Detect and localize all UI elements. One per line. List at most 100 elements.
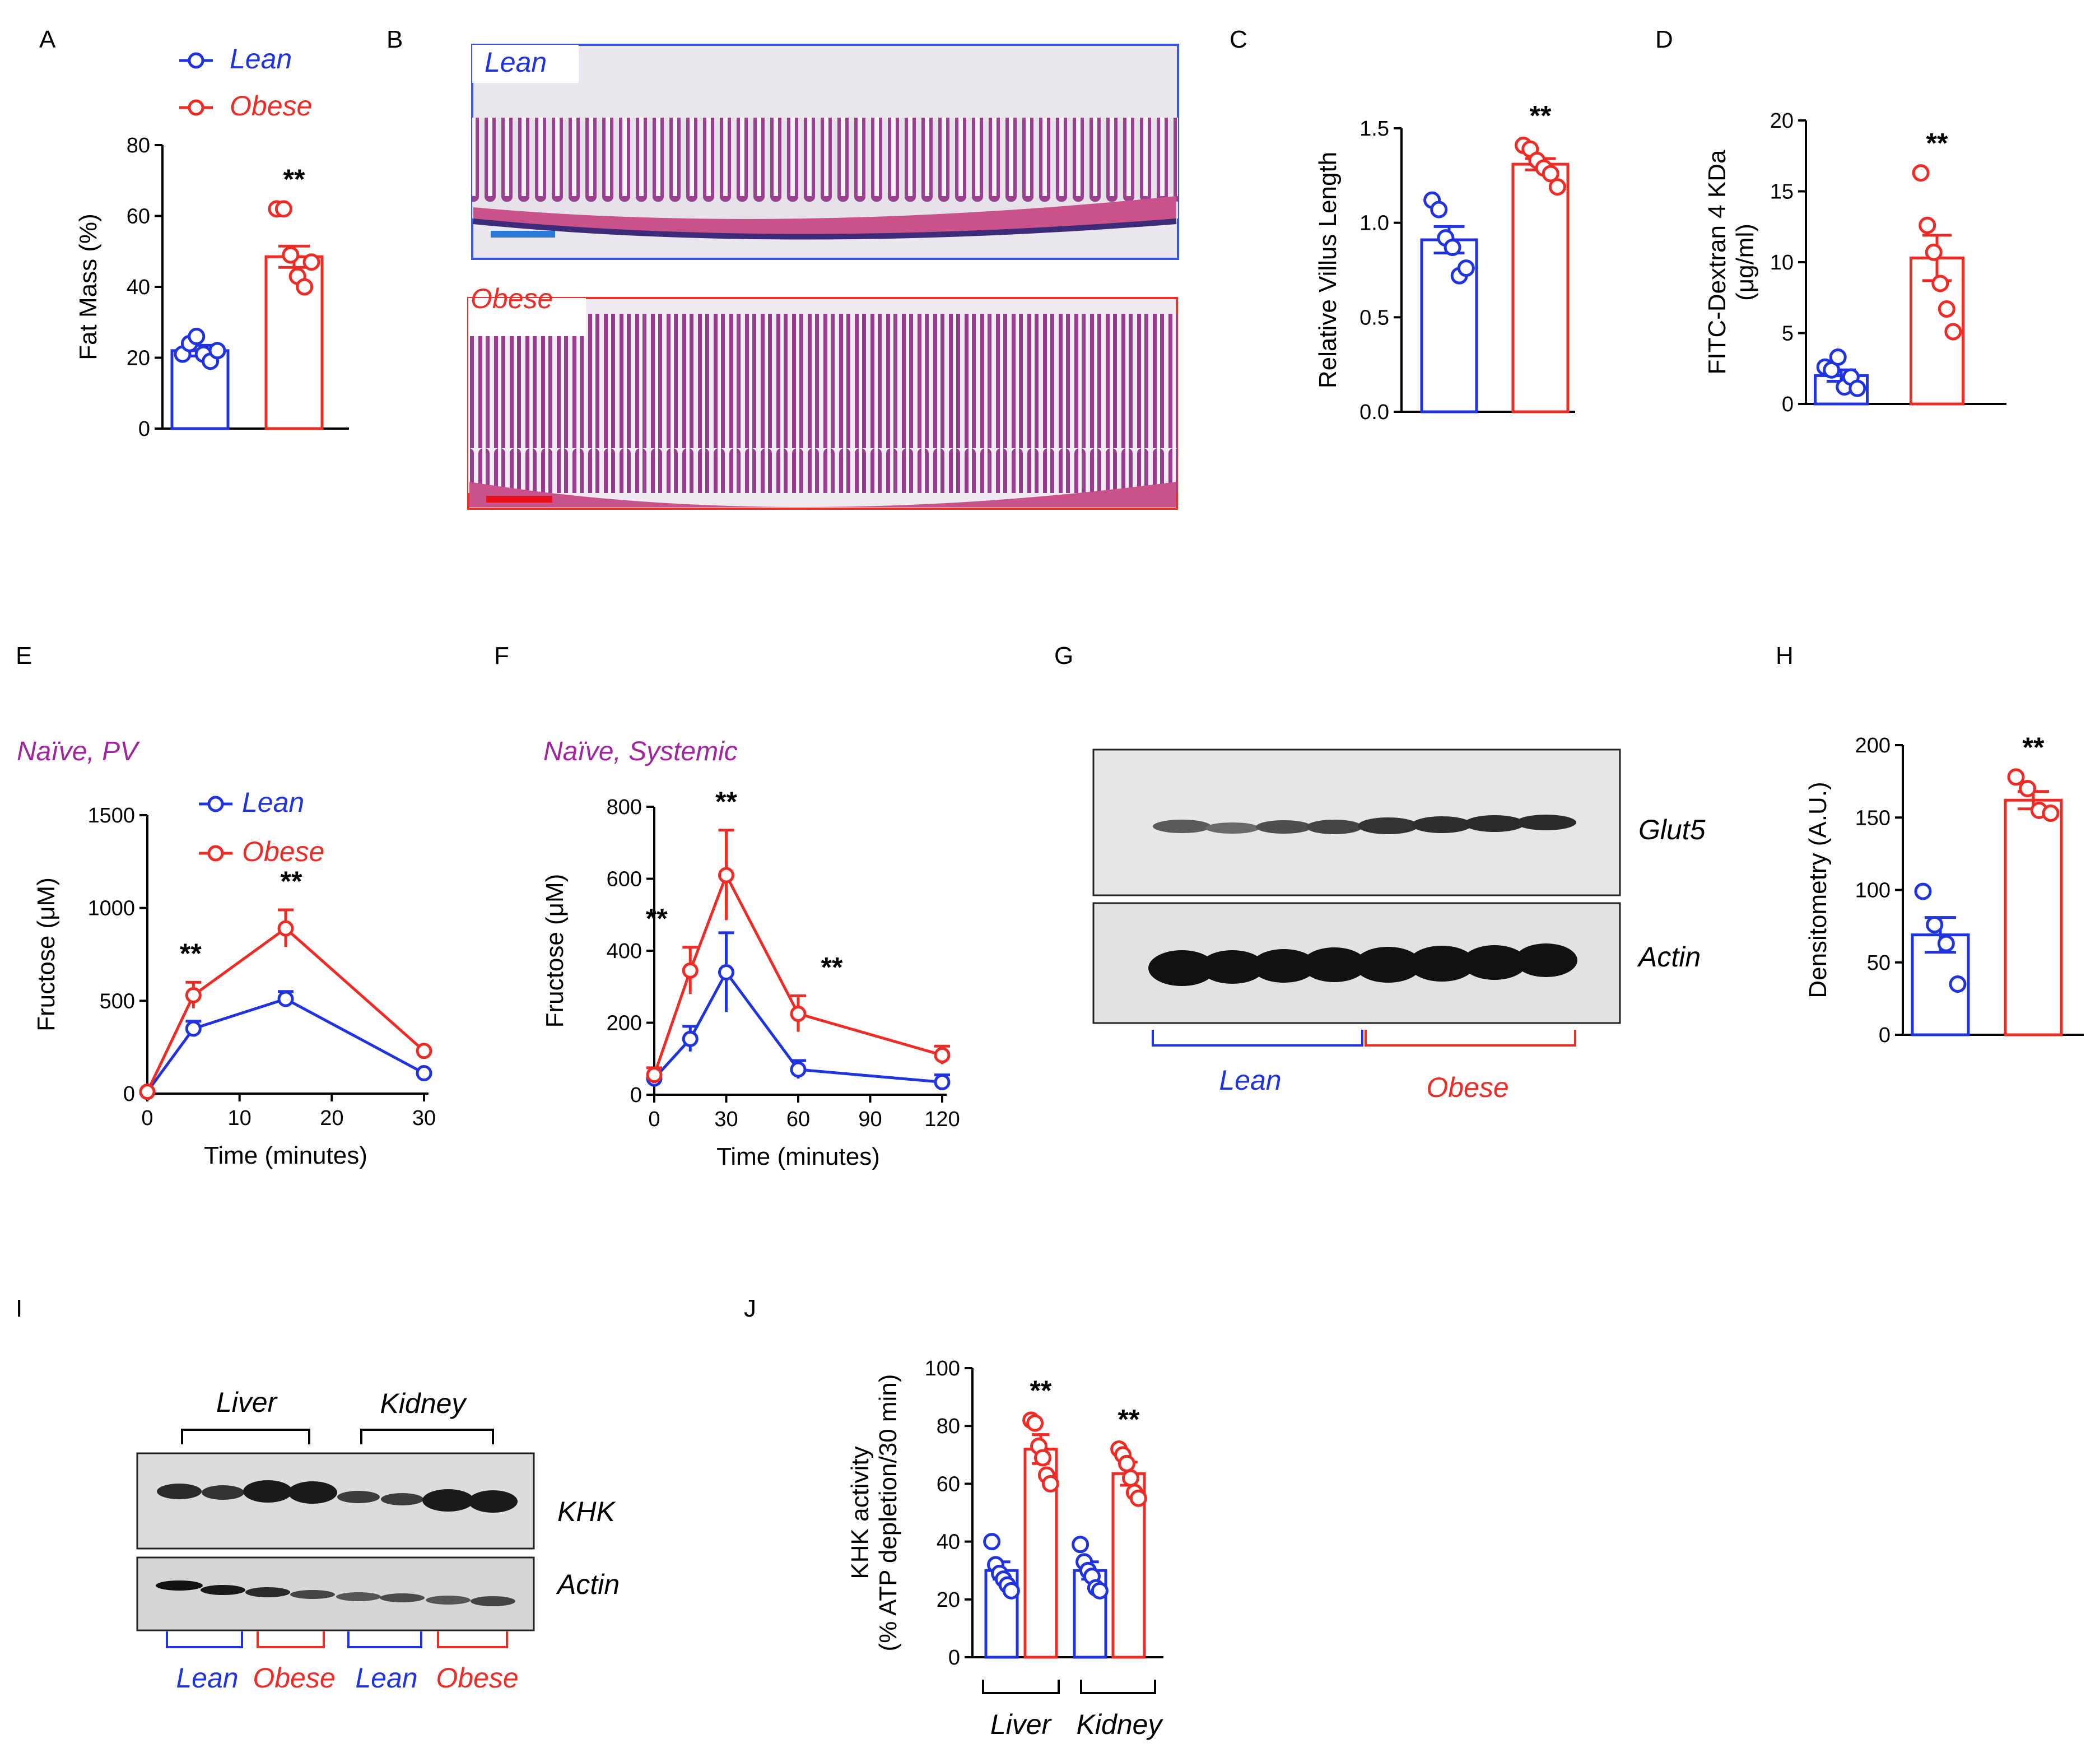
panel-d-label: D xyxy=(1655,26,1673,53)
significance-marker: ** xyxy=(180,938,202,969)
x-tick-label: 90 xyxy=(858,1108,882,1131)
data-point xyxy=(1829,348,1847,366)
y-tick-label: 15 xyxy=(1770,180,1794,204)
bracket-j-liver xyxy=(982,1680,1060,1694)
y-axis-label: Fructose (μM) xyxy=(32,877,60,1031)
bracket-obese xyxy=(1365,1030,1576,1047)
y-tick-label: 80 xyxy=(937,1415,960,1438)
data-point xyxy=(185,987,202,1003)
data-point xyxy=(1919,216,1936,234)
data-point xyxy=(718,867,734,884)
y-tick-label: 50 xyxy=(1867,951,1891,975)
histology-lean-image: Lean xyxy=(471,44,1179,260)
panel-e-label: E xyxy=(16,642,32,670)
data-point xyxy=(682,1030,699,1047)
data-point xyxy=(1914,882,1932,900)
data-point xyxy=(1129,1489,1147,1507)
bar-obese xyxy=(1511,162,1570,413)
data-point xyxy=(1457,259,1475,277)
legend-obese-label: Obese xyxy=(230,90,312,122)
bracket-lean xyxy=(1152,1030,1363,1047)
data-point xyxy=(1931,275,1949,292)
chart-j: 0 20 40 60 80 100 KHK activity (% ATP depletion… xyxy=(846,1357,1163,1670)
y-tick-label: 1.0 xyxy=(1359,212,1389,235)
bracket-i-lean-2 xyxy=(347,1631,422,1648)
significance-marker: ** xyxy=(2023,732,2045,763)
blot-i-band2-label: Actin xyxy=(556,1569,620,1600)
data-point xyxy=(1938,300,1955,318)
significance-marker: ** xyxy=(281,866,302,897)
data-point xyxy=(277,991,294,1007)
bracket-liver xyxy=(181,1429,310,1444)
data-point xyxy=(1072,1536,1089,1554)
y-tick-label: 0.0 xyxy=(1359,401,1389,424)
y-tick-label: 100 xyxy=(1855,879,1891,903)
data-point xyxy=(1444,239,1461,257)
blot-g-band1-label: Glut5 xyxy=(1638,814,1706,845)
histology-lean-label: Lean xyxy=(485,47,547,78)
y-tick-label: 200 xyxy=(607,1012,642,1035)
x-tick-label: 30 xyxy=(412,1107,436,1130)
significance-marker: ** xyxy=(1030,1375,1052,1406)
data-point xyxy=(1091,1582,1109,1600)
y-tick-label: 20 xyxy=(127,347,150,370)
chart-e: 0 500 1000 1500 0 10 20 30 Time (minutes) Fructos… xyxy=(32,804,436,1169)
y-tick-label: 5 xyxy=(1782,322,1794,346)
scale-bar-obese xyxy=(486,496,552,503)
bracket-i-lean-1 xyxy=(166,1631,243,1648)
y-axis-label: Relative Villus Length xyxy=(1314,152,1342,388)
data-point xyxy=(1033,1449,1051,1467)
panel-g-label: G xyxy=(1054,642,1073,670)
series-line-obese xyxy=(146,926,425,1092)
y-tick-label: 60 xyxy=(937,1472,960,1496)
significance-marker: ** xyxy=(821,951,843,983)
panel-h-label: H xyxy=(1776,642,1794,670)
panel-d: D 0 5 10 15 20 FITC-Dextran 4 KDa (μg/ml) ** xyxy=(1655,26,2006,416)
data-point xyxy=(1548,178,1566,196)
histology-obese-image: Obese xyxy=(467,283,1178,510)
x-axis-label: Time (minutes) xyxy=(716,1143,880,1170)
bracket-i-obese-1 xyxy=(257,1631,325,1648)
legend: Lean Obese xyxy=(199,787,324,867)
data-point xyxy=(185,1020,202,1037)
data-point xyxy=(296,278,314,296)
legend-obese-marker xyxy=(207,845,224,862)
y-tick-label: 0 xyxy=(630,1084,642,1107)
y-tick-label: 600 xyxy=(607,868,642,891)
legend-lean-label: Lean xyxy=(230,43,292,75)
legend-lean-marker xyxy=(188,52,204,69)
panel-h: H 0 50 100 150 200 Densitometry (A.U.) ** xyxy=(1776,642,2084,1047)
bracket-i-obese-2 xyxy=(437,1631,508,1648)
y-tick-label: 500 xyxy=(100,989,135,1013)
bar-obese xyxy=(2004,798,2063,1036)
data-point xyxy=(416,1065,432,1082)
data-point xyxy=(208,342,226,360)
data-point xyxy=(1937,935,1955,952)
y-tick-label: 0 xyxy=(1782,393,1794,416)
y-tick-label: 60 xyxy=(127,205,150,229)
blot-i-band1-label: KHK xyxy=(557,1496,616,1527)
y-tick-label: 0 xyxy=(138,417,150,441)
data-point xyxy=(934,1047,951,1063)
chart-a: 0 20 40 60 80 Fat Mass (%) ** xyxy=(74,134,349,441)
significance-marker: ** xyxy=(1118,1403,1140,1435)
blot-i-tissue2-label: Kidney xyxy=(380,1388,468,1419)
data-point xyxy=(282,246,300,264)
data-point xyxy=(1118,1454,1136,1472)
panel-g: G xyxy=(1054,642,1706,1103)
panel-i: I Liver Kidney xyxy=(16,1295,620,1694)
significance-marker: ** xyxy=(1926,128,1948,159)
legend-obese-label: Obese xyxy=(242,836,324,867)
data-point xyxy=(983,1533,1001,1551)
data-point xyxy=(682,962,699,979)
y-tick-label: 100 xyxy=(925,1357,960,1380)
data-point xyxy=(1002,1582,1020,1600)
y-tick-label: 800 xyxy=(607,796,642,819)
series-line-obese xyxy=(653,871,943,1076)
data-point xyxy=(2007,768,2025,786)
data-point xyxy=(1925,243,1943,261)
data-point xyxy=(646,1067,663,1084)
series-line-lean xyxy=(146,997,425,1093)
legend-lean-label: Lean xyxy=(242,787,304,818)
scale-bar-lean xyxy=(491,231,555,238)
